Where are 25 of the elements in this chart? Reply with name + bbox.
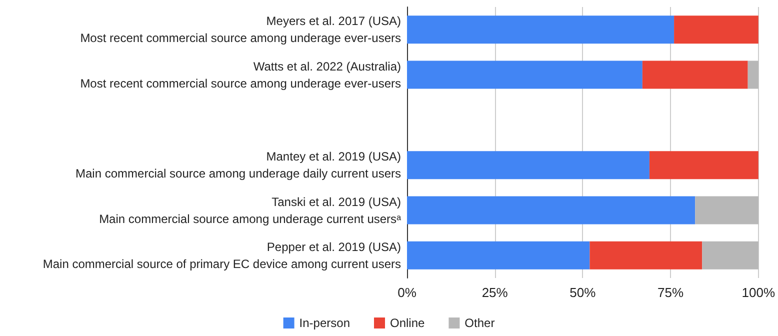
x-tick-label: 50% [570, 285, 596, 300]
bar [407, 151, 650, 180]
x-tick-label: 25% [482, 285, 508, 300]
x-tick-label: 0% [398, 285, 417, 300]
legend-label: In-person [299, 316, 350, 330]
x-tick-label: 100% [742, 285, 776, 300]
bar [674, 16, 758, 44]
bar [590, 241, 702, 270]
bar [407, 60, 642, 89]
bar [748, 60, 758, 89]
y-tick-label: Watts et al. 2022 (Australia) Most recent commercial source among underage ever-users [80, 59, 401, 90]
y-tick-label: Mantey et al. 2019 (USA) Main commercial source among underage daily current users [76, 150, 401, 181]
y-tick-label: Pepper et al. 2019 (USA) Main commercial source of primary EC device among current users [42, 240, 401, 271]
bar [695, 196, 758, 224]
bar [407, 241, 590, 270]
bar [702, 241, 758, 270]
legend-label: Online [390, 316, 426, 330]
bar [407, 196, 696, 224]
legend-label: Other [464, 316, 495, 330]
bar [649, 151, 758, 180]
y-tick-label: Meyers et al. 2017 (USA) Most recent commercial source among underage ever-users [80, 14, 402, 46]
x-tick-label: 75% [658, 285, 684, 300]
y-tick-label: Tanski et al. 2019 (USA) Main commercial source among underage current usersᵃ [99, 194, 402, 226]
bar [407, 16, 674, 44]
bar [642, 60, 748, 89]
